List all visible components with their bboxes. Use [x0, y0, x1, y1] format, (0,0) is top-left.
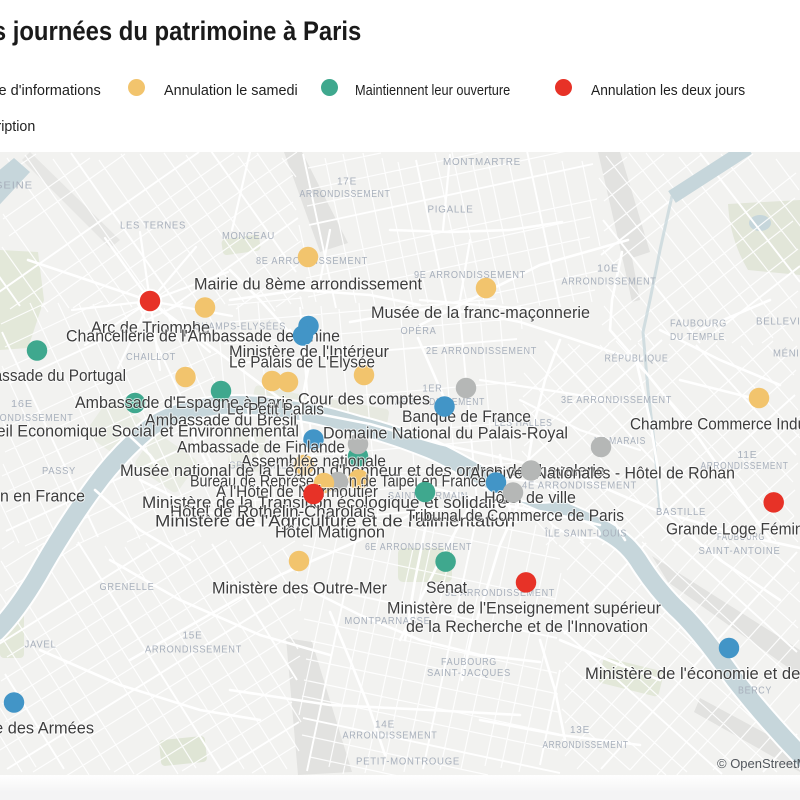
svg-text:MONCEAU: MONCEAU — [222, 230, 275, 242]
svg-text:CHAILLOT: CHAILLOT — [126, 351, 176, 363]
svg-text:11E: 11E — [738, 449, 758, 461]
svg-text:OPÉRA: OPÉRA — [401, 324, 437, 337]
svg-text:Arc de Triomphe: Arc de Triomphe — [91, 319, 210, 337]
svg-text:Banque de France: Banque de France — [402, 408, 531, 426]
svg-text:3E ARRONDISSEMENT: 3E ARRONDISSEMENT — [561, 394, 672, 406]
svg-text:FAUBOURG: FAUBOURG — [670, 318, 727, 330]
svg-text:Ministère de l'économie et des: Ministère de l'économie et des finances — [585, 665, 800, 683]
svg-text:SEINE: SEINE — [0, 180, 33, 192]
svg-text:DU TEMPLE: DU TEMPLE — [670, 331, 725, 343]
svg-text:Ambassade du Portugal: Ambassade du Portugal — [0, 367, 126, 385]
svg-text:ARRONDISSEMENT: ARRONDISSEMENT — [562, 276, 657, 288]
svg-text:ARRONDISSEMENT: ARRONDISSEMENT — [343, 730, 438, 742]
svg-text:14E: 14E — [375, 719, 395, 731]
svg-text:MONTPARNASSE: MONTPARNASSE — [345, 615, 431, 627]
svg-text:PETIT-MONTROUGE: PETIT-MONTROUGE — [356, 756, 460, 768]
svg-text:ARRONDISSEMENT: ARRONDISSEMENT — [701, 460, 789, 472]
svg-text:Chambre Commerce Industrie: Chambre Commerce Industrie — [630, 415, 800, 433]
svg-text:ARRONDISSEMENT: ARRONDISSEMENT — [0, 412, 74, 424]
svg-text:Musée de la franc-maçonnerie: Musée de la franc-maçonnerie — [371, 304, 590, 322]
svg-text:ÎLE SAINT-LOUIS: ÎLE SAINT-LOUIS — [544, 527, 627, 540]
svg-text:1ER: 1ER — [423, 383, 443, 395]
svg-text:© OpenStreetMap: © OpenStreetMap — [717, 756, 800, 771]
svg-text:Ministère de l'Enseignement su: Ministère de l'Enseignement supérieur — [387, 599, 661, 617]
svg-text:CHAMPS-ELYSÉES: CHAMPS-ELYSÉES — [194, 320, 286, 333]
svg-text:Chancellerie de l'Ambassade de: Chancellerie de l'Ambassade de Chine — [66, 327, 340, 345]
svg-text:PIGALLE: PIGALLE — [428, 204, 474, 216]
svg-text:Domaine National du Palais-Roy: Domaine National du Palais-Royal — [323, 424, 568, 442]
svg-text:4E ARRONDISSEMENT: 4E ARRONDISSEMENT — [522, 480, 637, 492]
svg-text:PASSY: PASSY — [42, 465, 76, 477]
svg-text:GRENELLE: GRENELLE — [100, 581, 155, 593]
svg-text:15E: 15E — [183, 630, 203, 642]
svg-text:MÉNILMONTANT: MÉNILMONTANT — [773, 347, 800, 360]
svg-text:Le Palais de L'Elysée: Le Palais de L'Elysée — [229, 353, 375, 371]
svg-text:ARRONDISSEMENT: ARRONDISSEMENT — [300, 188, 391, 200]
svg-text:Ministère des Outre-Mer: Ministère des Outre-Mer — [212, 579, 387, 597]
svg-text:ARRONDISSEMENT: ARRONDISSEMENT — [543, 739, 629, 751]
svg-text:9E ARRONDISSEMENT: 9E ARRONDISSEMENT — [414, 269, 526, 281]
svg-text:Cour des comptes: Cour des comptes — [298, 390, 430, 408]
svg-text:MONTMARTRE: MONTMARTRE — [443, 156, 521, 168]
svg-text:RÉPUBLIQUE: RÉPUBLIQUE — [605, 352, 669, 365]
svg-text:de la Recherche et de l'Innova: de la Recherche et de l'Innovation — [406, 618, 648, 636]
svg-text:Grande Loge Féminine de France: Grande Loge Féminine de France — [666, 520, 800, 538]
svg-text:16E: 16E — [11, 398, 33, 410]
svg-text:BERCY: BERCY — [738, 685, 772, 697]
svg-text:SAINT-ANTOINE: SAINT-ANTOINE — [699, 545, 781, 557]
svg-text:Hôtel de ville: Hôtel de ville — [484, 489, 576, 507]
svg-text:ARRONDISSEMENT: ARRONDISSEMENT — [145, 644, 242, 656]
svg-text:n en France: n en France — [0, 487, 85, 505]
svg-text:Sénat: Sénat — [426, 579, 467, 597]
svg-text:BELLEVILLE: BELLEVILLE — [756, 316, 800, 328]
svg-text:LES HALLES: LES HALLES — [495, 417, 553, 429]
svg-text:17E: 17E — [337, 176, 357, 188]
svg-text:Tribunal de Commerce de Paris: Tribunal de Commerce de Paris — [406, 507, 624, 525]
svg-text:FAUBOURG: FAUBOURG — [717, 531, 765, 543]
svg-text:Conseil Economique Social et E: Conseil Economique Social et Environneme… — [0, 422, 299, 440]
svg-text:10E: 10E — [597, 263, 619, 275]
svg-text:A l'Hôtel de Noirmoutier: A l'Hôtel de Noirmoutier — [216, 483, 378, 501]
svg-text:Ambassade du Brésil: Ambassade du Brésil — [145, 411, 297, 429]
svg-text:BASTILLE: BASTILLE — [656, 506, 706, 518]
svg-text:Archives Nationales - Hôtel de: Archives Nationales - Hôtel de Rohan — [470, 464, 735, 482]
svg-text:JAVEL: JAVEL — [25, 639, 57, 651]
svg-text:Ministère des Armées: Ministère des Armées — [0, 719, 94, 737]
svg-text:6E ARRONDISSEMENT: 6E ARRONDISSEMENT — [365, 541, 472, 553]
svg-text:SAINT-JACQUES: SAINT-JACQUES — [427, 667, 511, 679]
svg-text:Ministère de l'Agriculture et: Ministère de l'Agriculture et de l'alime… — [155, 512, 515, 530]
svg-text:LES TERNES: LES TERNES — [120, 220, 186, 232]
svg-text:Ambassade d'Espagne à Paris: Ambassade d'Espagne à Paris — [75, 394, 293, 412]
svg-text:Ministère de la Transition éco: Ministère de la Transition écologique et… — [142, 494, 507, 512]
svg-text:Mairie du 8ème arrondissement: Mairie du 8ème arrondissement — [194, 275, 422, 293]
svg-text:GROS CAILLOU: GROS CAILLOU — [229, 460, 301, 472]
svg-text:Assemblée nationale: Assemblée nationale — [241, 452, 386, 470]
svg-text:Le Petit Palais: Le Petit Palais — [227, 400, 324, 418]
svg-text:Ambassade de Finlande: Ambassade de Finlande — [177, 438, 345, 456]
svg-text:Ministère de l'Intérieur: Ministère de l'Intérieur — [229, 343, 389, 361]
svg-text:13E: 13E — [570, 724, 590, 736]
svg-text:Hôtel Matignon: Hôtel Matignon — [275, 523, 385, 541]
svg-text:FAUBOURG: FAUBOURG — [441, 656, 497, 668]
svg-text:2E ARRONDISSEMENT: 2E ARRONDISSEMENT — [426, 345, 537, 357]
svg-text:Hôtel de Rothelin-Charolais: Hôtel de Rothelin-Charolais — [170, 503, 375, 521]
